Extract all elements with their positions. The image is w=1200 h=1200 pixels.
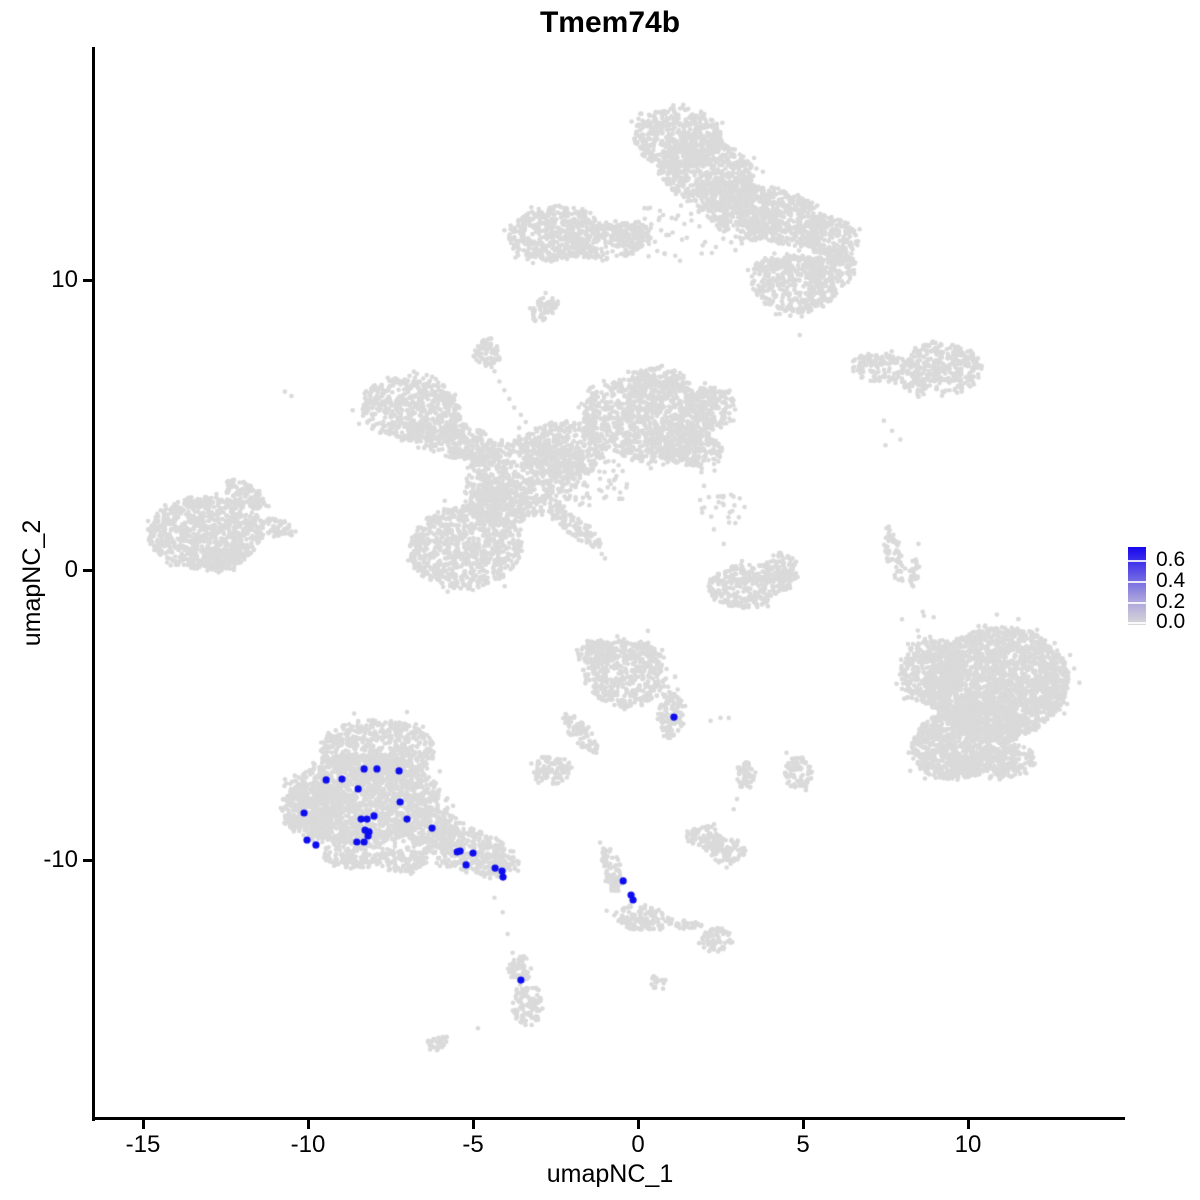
x-tick <box>307 1120 310 1129</box>
colorbar-tick <box>1128 602 1146 604</box>
y-tick <box>83 569 92 572</box>
x-tick-label: 0 <box>631 1131 645 1158</box>
y-tick <box>83 279 92 282</box>
x-tick <box>967 1120 970 1129</box>
x-tick-label: -10 <box>290 1131 326 1158</box>
colorbar-label: 0.6 <box>1156 548 1186 571</box>
y-axis-line <box>92 47 95 1121</box>
colorbar-label: 0.0 <box>1156 610 1186 633</box>
x-tick <box>802 1120 805 1129</box>
plot-title: Tmem74b <box>539 6 681 39</box>
x-axis-line <box>92 1117 1125 1120</box>
x-tick-label: -15 <box>125 1131 161 1158</box>
x-tick-label: 5 <box>796 1131 810 1158</box>
y-tick-label: 0 <box>64 556 78 583</box>
colorbar-tick <box>1128 560 1146 562</box>
x-tick <box>472 1120 475 1129</box>
x-tick-label: -5 <box>462 1131 484 1158</box>
colorbar-label: 0.4 <box>1156 569 1186 592</box>
x-tick <box>637 1120 640 1129</box>
y-tick <box>83 859 92 862</box>
y-tick-label: 10 <box>51 266 78 293</box>
x-tick <box>142 1120 145 1129</box>
colorbar-label: 0.2 <box>1156 590 1186 613</box>
x-tick-label: 10 <box>954 1131 982 1158</box>
y-axis-title: umapNC_2 <box>18 519 46 646</box>
y-tick-label: -10 <box>43 846 78 873</box>
colorbar-tick <box>1128 622 1146 624</box>
colorbar-gradient <box>1128 547 1146 625</box>
x-axis-title: umapNC_1 <box>546 1160 674 1188</box>
colorbar-tick <box>1128 581 1146 583</box>
